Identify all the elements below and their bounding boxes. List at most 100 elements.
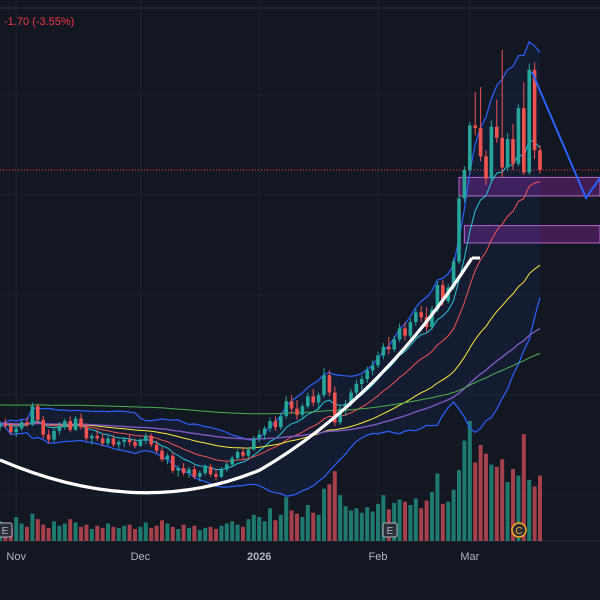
candle-body	[149, 435, 153, 445]
volume-bar	[25, 526, 29, 541]
volume-bar	[484, 453, 488, 541]
candle-body	[63, 421, 67, 426]
bollinger-lower	[0, 297, 541, 497]
volume-bar	[170, 526, 175, 541]
volume-bar	[68, 519, 73, 541]
time-axis-label: Dec	[131, 551, 151, 563]
volume-bar	[116, 527, 121, 541]
volume-bar	[489, 464, 494, 541]
volume-bar	[127, 524, 132, 541]
candle-body	[273, 421, 278, 428]
candle-body	[79, 418, 83, 428]
volume-bar	[511, 469, 515, 541]
volume-bar	[440, 503, 445, 541]
candle-body	[311, 396, 315, 403]
ema-100-line	[0, 327, 541, 440]
volume-bar	[311, 512, 316, 541]
price-change-label: -1.70 (-3.55%)	[4, 16, 75, 28]
candle-body	[160, 450, 164, 460]
volume-bar	[538, 475, 542, 541]
ema-50-line	[0, 264, 541, 449]
candle-body	[376, 355, 380, 366]
candle-body	[19, 422, 24, 429]
volume-bar	[208, 526, 213, 541]
candle-body	[279, 416, 283, 428]
volume-bar	[408, 505, 413, 541]
volume-bar	[203, 527, 208, 541]
time-axis: Nov Dec 2026 Feb Mar	[6, 551, 479, 563]
volume-bar	[527, 479, 532, 541]
volume-bar	[19, 523, 24, 541]
candle-body	[171, 455, 175, 471]
candle-body	[505, 139, 510, 168]
volume-bar	[224, 523, 229, 541]
candle-body	[127, 439, 132, 443]
candle-body	[68, 421, 72, 430]
volume-bar	[494, 466, 499, 541]
volume-bar	[473, 462, 478, 541]
volume-bar	[516, 475, 521, 541]
volume-bar	[106, 523, 110, 541]
candle-body	[338, 408, 342, 423]
ema-20-line	[0, 181, 541, 462]
candle-body	[408, 322, 413, 336]
candle-body	[181, 468, 186, 473]
volume-bar	[111, 526, 116, 541]
volume-bar	[176, 529, 181, 541]
volume-bar	[430, 491, 434, 541]
volume-bar	[505, 482, 510, 541]
candle-body	[387, 346, 391, 350]
candle-body	[165, 455, 170, 460]
candle-body	[527, 69, 531, 173]
candle-body	[252, 438, 256, 450]
volume-bar	[235, 524, 240, 541]
volume-bar	[138, 526, 143, 541]
candle-body	[117, 442, 121, 445]
volume-bar	[214, 529, 218, 541]
candle-body	[9, 426, 13, 433]
candle-body	[144, 435, 148, 441]
volume-bar	[419, 508, 424, 541]
volume-bar	[133, 529, 137, 541]
volume-bar	[165, 523, 170, 541]
volume-bar	[381, 495, 386, 541]
volume-bar	[230, 521, 235, 541]
candle-body	[349, 392, 353, 404]
candle-body	[46, 434, 51, 440]
candle-body	[414, 312, 418, 323]
volume-bar	[192, 525, 197, 541]
volume-bar	[84, 524, 89, 541]
candle-body	[106, 438, 110, 444]
volume-bar	[100, 527, 105, 541]
volume-bar	[197, 530, 202, 541]
volume-bar	[451, 489, 456, 541]
volume-bar	[46, 527, 51, 541]
candle-body	[214, 474, 218, 477]
candle-body	[14, 428, 18, 433]
candle-body	[354, 383, 359, 393]
volume-bar	[478, 445, 483, 541]
candle-body	[57, 426, 62, 431]
candle-body	[257, 434, 261, 439]
volume-bar	[365, 507, 370, 541]
volume-bar	[219, 525, 224, 541]
candle-body	[90, 435, 94, 439]
volume-bar	[35, 519, 40, 541]
candle-body	[365, 370, 369, 379]
volume-bar	[262, 521, 267, 541]
volume-bar	[57, 525, 62, 541]
candle-body	[176, 468, 180, 471]
volume-bar	[268, 508, 272, 541]
volume-bar	[295, 513, 299, 541]
candle-body	[532, 69, 537, 151]
volume-bar	[241, 526, 245, 541]
volume-bar	[154, 525, 159, 541]
volume-bar	[79, 526, 83, 541]
candle-body	[468, 125, 472, 170]
candle-body	[198, 473, 202, 477]
volume-bar	[73, 522, 78, 541]
candle-body	[192, 469, 197, 477]
volume-bar	[349, 510, 353, 541]
